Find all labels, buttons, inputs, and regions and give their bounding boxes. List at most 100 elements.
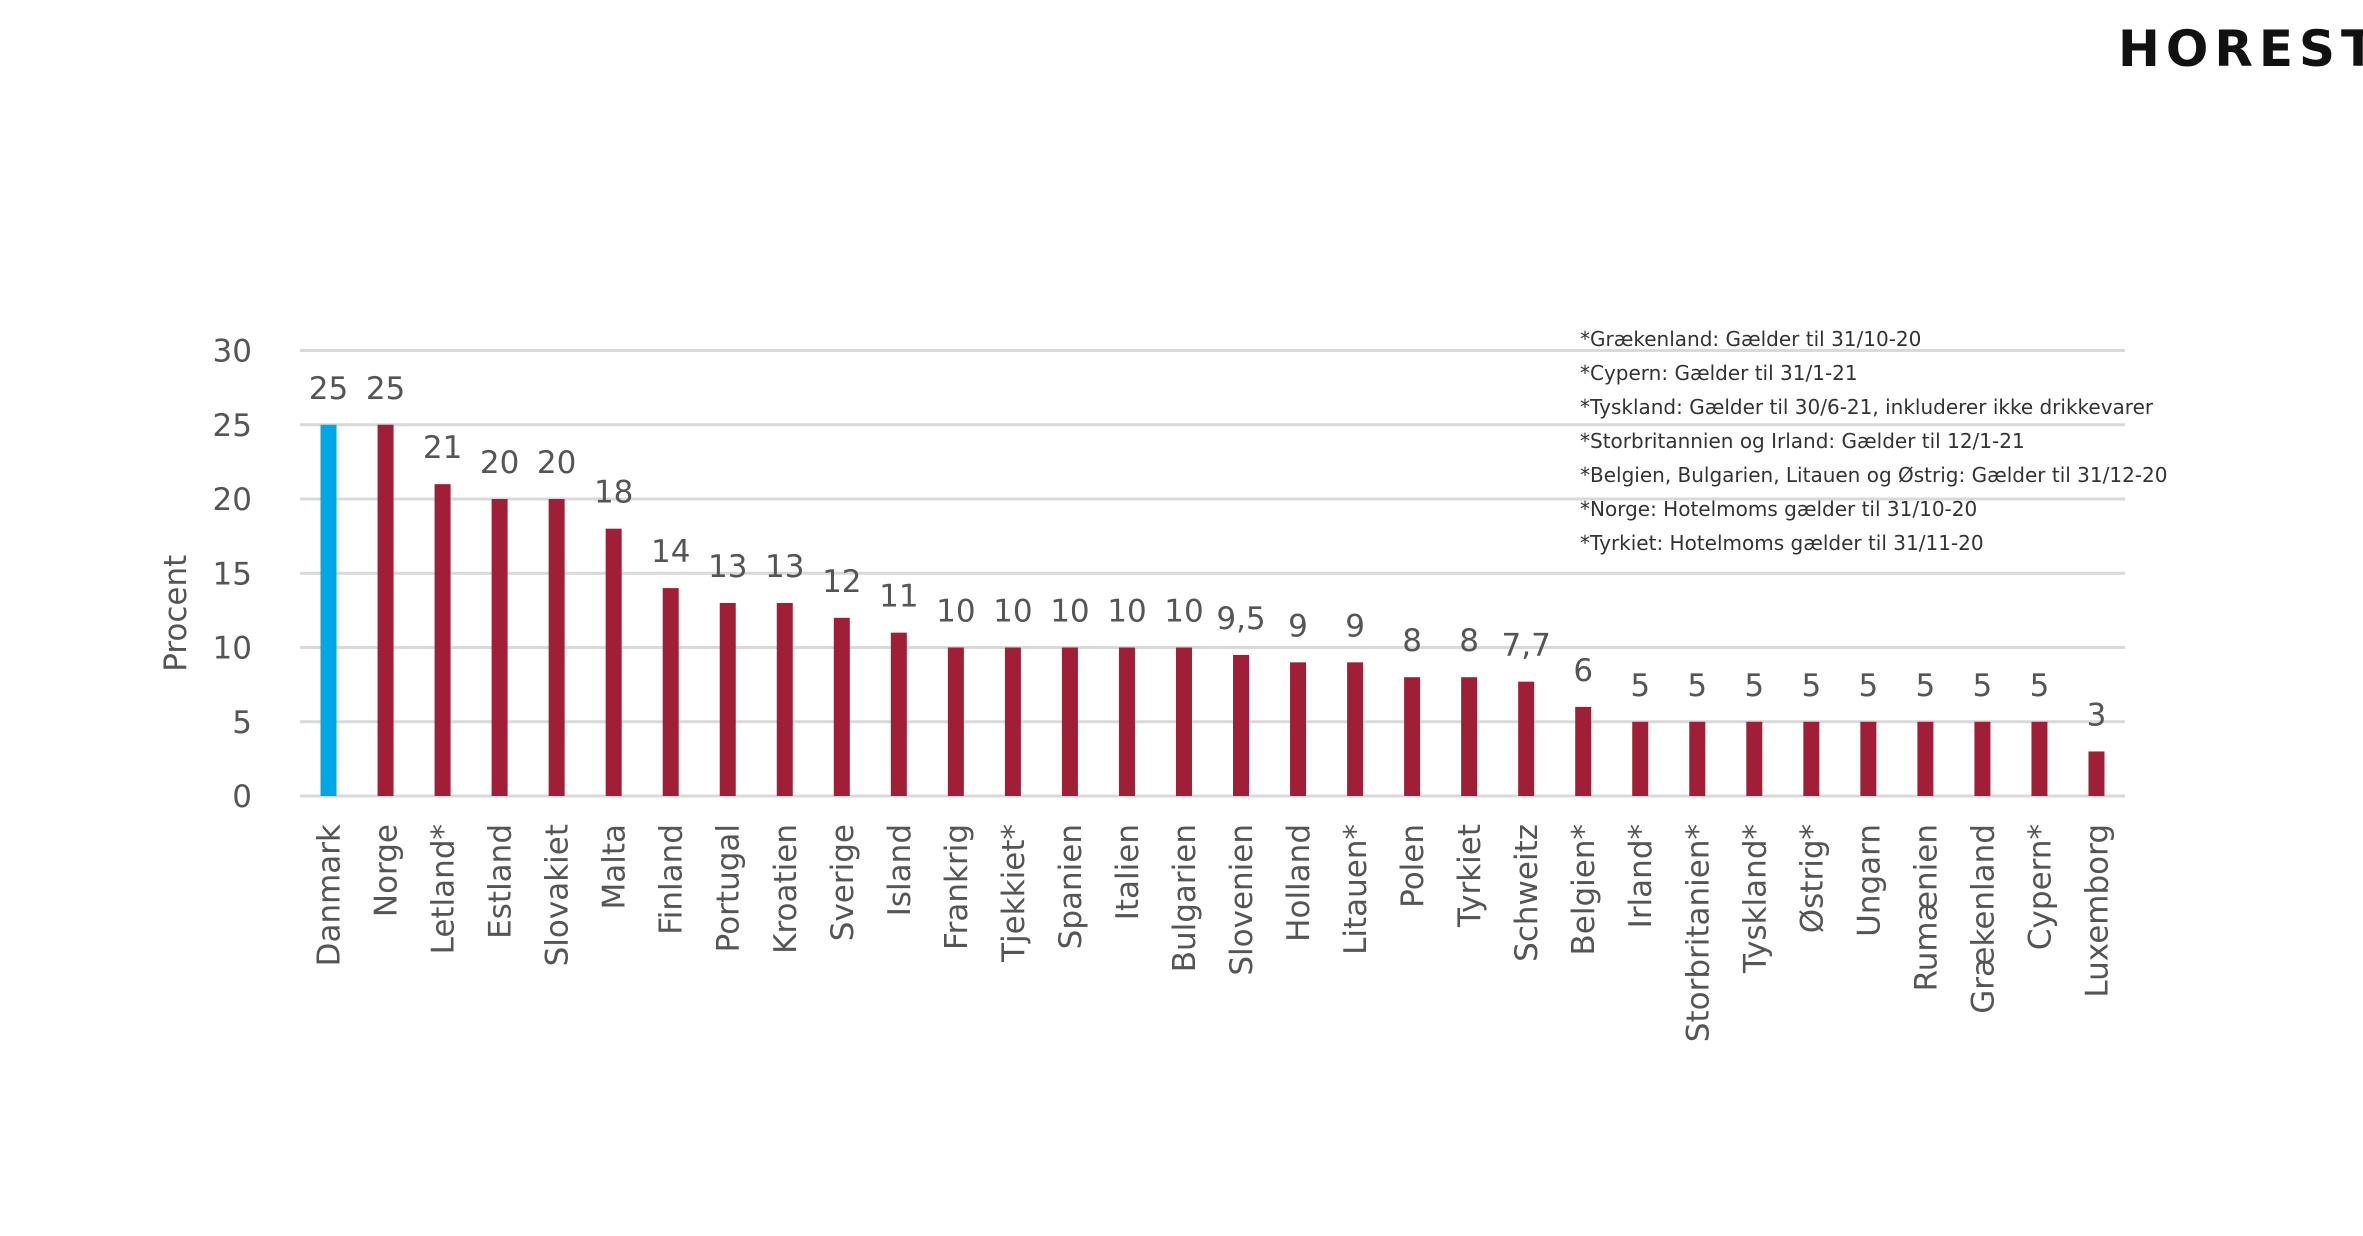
footnote: *Tyskland: Gælder til 30/6-21, inkludere… [1580, 395, 2154, 419]
value-label: 12 [822, 564, 861, 600]
y-tick-label: 15 [213, 556, 252, 592]
category-label: Belgien* [1566, 824, 1602, 955]
footnote: *Tyrkiet: Hotelmoms gælder til 31/11-20 [1580, 531, 1984, 555]
category-label: Danmark [312, 824, 348, 966]
bar [1347, 662, 1364, 796]
category-label: Luxemborg [2079, 824, 2115, 998]
category-label: Tyrkiet [1452, 824, 1488, 928]
value-label: 9 [1345, 608, 1365, 644]
bar [1803, 721, 1820, 796]
category-label: Litauen* [1338, 824, 1374, 955]
category-label: Letland* [426, 824, 462, 954]
bar [1689, 721, 1706, 796]
y-tick-label: 5 [232, 705, 252, 741]
category-label: Rumænien [1908, 824, 1944, 991]
category-label: Schweitz [1509, 824, 1545, 962]
bar [1575, 706, 1592, 796]
bar [1004, 647, 1021, 796]
value-label: 5 [1858, 668, 1878, 704]
category-label: Finland [654, 824, 690, 935]
value-label: 25 [309, 371, 348, 407]
value-label: 9,5 [1216, 601, 1265, 637]
value-label: 10 [1107, 594, 1146, 630]
y-tick-label: 30 [213, 334, 252, 370]
footnote: *Norge: Hotelmoms gælder til 31/10-20 [1580, 497, 1978, 521]
y-tick-label: 25 [213, 408, 252, 444]
category-label: Polen [1395, 824, 1431, 908]
bar [605, 528, 622, 796]
value-label: 10 [1050, 594, 1089, 630]
value-label: 5 [1630, 668, 1650, 704]
value-label: 5 [1973, 668, 1993, 704]
value-label: 11 [879, 579, 918, 615]
bar [491, 499, 508, 796]
gridlines [300, 349, 2125, 798]
value-label: 8 [1459, 623, 1479, 659]
category-label: Malta [597, 824, 633, 910]
bar [833, 617, 850, 796]
value-label: 20 [480, 445, 519, 481]
value-label: 6 [1573, 653, 1593, 689]
category-label: Grækenland [1965, 824, 2001, 1014]
bar [776, 602, 793, 796]
bar [1518, 681, 1535, 796]
category-label: Tjekkiet* [996, 824, 1032, 963]
category-label: Storbritanien* [1680, 824, 1716, 1042]
category-label: Irland* [1623, 824, 1659, 928]
value-label: 8 [1402, 623, 1422, 659]
bar [1860, 721, 1877, 796]
category-label: Portugal [711, 824, 747, 952]
value-label: 10 [1164, 594, 1203, 630]
bar [2031, 721, 2048, 796]
category-label: Holland [1281, 824, 1317, 942]
value-label: 5 [1916, 668, 1936, 704]
value-label: 9 [1288, 608, 1308, 644]
bar [1175, 647, 1192, 796]
bar [1632, 721, 1649, 796]
category-label: Estland [483, 824, 519, 939]
category-label: Bulgarien [1167, 824, 1203, 972]
category-label: Ungarn [1851, 824, 1887, 937]
category-label: Tyskland* [1737, 824, 1773, 974]
category-label: Sverige [825, 824, 861, 941]
category-label: Island [882, 824, 918, 916]
bar [1974, 721, 1991, 796]
value-label: 20 [537, 445, 576, 481]
category-label: Spanien [1053, 824, 1089, 949]
value-label: 5 [1687, 668, 1707, 704]
y-tick-label: 10 [213, 631, 252, 667]
value-label: 10 [993, 594, 1032, 630]
bar [1917, 721, 1934, 796]
value-label: 25 [366, 371, 405, 407]
value-label: 5 [2030, 668, 2050, 704]
horesta-logo: HORESTA [2118, 20, 2363, 78]
bar [1746, 721, 1763, 796]
value-label: 5 [1801, 668, 1821, 704]
category-label: Italien [1110, 824, 1146, 920]
value-label: 10 [936, 594, 975, 630]
footnotes: *Grækenland: Gælder til 31/10-20 *Cypern… [1580, 322, 2167, 560]
category-label: Østrig* [1794, 824, 1830, 933]
value-label: 7,7 [1502, 628, 1551, 664]
bar [434, 484, 451, 796]
footnote: *Belgien, Bulgarien, Litauen og Østrig: … [1580, 463, 2168, 487]
footnote: *Storbritannien og Irland: Gælder til 12… [1580, 429, 2025, 453]
bar [2088, 751, 2105, 796]
bar [1061, 647, 1078, 796]
bar [320, 424, 337, 796]
value-label: 18 [594, 475, 633, 511]
bar [1118, 647, 1135, 796]
value-label: 21 [423, 430, 462, 466]
footnote: *Cypern: Gælder til 31/1-21 [1580, 361, 1858, 385]
y-tick-label: 0 [232, 779, 252, 815]
bar [1404, 677, 1421, 796]
value-label: 14 [651, 534, 690, 570]
category-label: Kroatien [768, 824, 804, 954]
category-label: Cypern* [2022, 824, 2058, 950]
bar [662, 588, 679, 796]
category-labels: Danmark Norge Letland* Estland Slovakiet Malt… [312, 824, 2116, 1042]
category-label: Slovakiet [540, 824, 576, 966]
value-label: 5 [1744, 668, 1764, 704]
